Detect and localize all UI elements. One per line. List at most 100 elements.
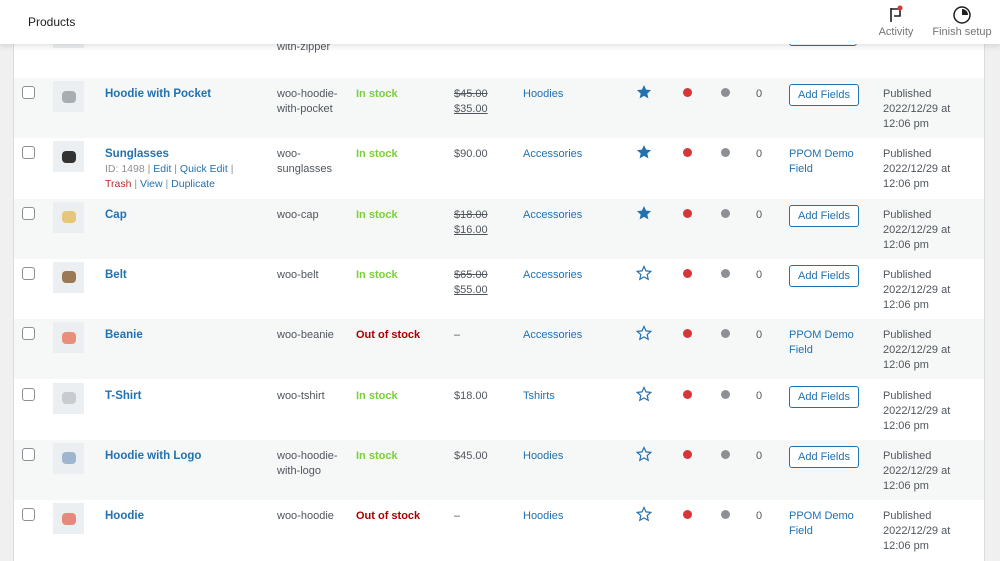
stock-status: Out of stock: [356, 329, 421, 342]
featured-star-icon[interactable]: [636, 445, 652, 462]
category-link[interactable]: Accessories: [523, 148, 583, 161]
featured-star-icon[interactable]: [636, 325, 652, 341]
add-fields-button[interactable]: Add Fields: [789, 445, 859, 468]
product-name-link[interactable]: Hoodie: [105, 509, 144, 524]
product-thumbnail[interactable]: [53, 322, 84, 354]
product-name[interactable]: Belt: [105, 268, 127, 281]
category-link[interactable]: Hoodies: [523, 88, 564, 100]
product-thumbnail[interactable]: [53, 81, 84, 112]
row-checkbox[interactable]: [22, 508, 35, 522]
gray-status-dot-icon: [721, 389, 730, 399]
add-fields-button[interactable]: Add Fields: [789, 385, 859, 408]
stock-status: Out of stock: [356, 510, 421, 523]
date: 2022/12/29 at: [883, 525, 951, 538]
time: 12:06 pm: [883, 298, 929, 311]
stock-status: In stock: [356, 449, 398, 462]
status: Published: [883, 449, 932, 462]
featured-star-icon[interactable]: [636, 205, 652, 221]
product-thumbnail[interactable]: [53, 442, 84, 474]
category-link[interactable]: Accessories: [523, 268, 583, 281]
red-status-dot-icon: [683, 329, 692, 339]
red-status-dot-icon: [683, 88, 692, 97]
product-name-link[interactable]: Belt: [105, 268, 127, 283]
duplicate-link[interactable]: Duplicate: [171, 178, 215, 191]
product-thumbnail[interactable]: [53, 382, 84, 414]
trash-link[interactable]: Trash: [105, 178, 132, 191]
ppom-field-link[interactable]: PPOM Demo Field: [789, 510, 854, 538]
featured-star-icon[interactable]: [636, 385, 652, 402]
category-link[interactable]: Hoodies: [523, 510, 564, 523]
date: 2022/12/29 at: [883, 404, 951, 417]
product-name-link[interactable]: Hoodie with Pocket: [105, 87, 211, 102]
product-thumbnail[interactable]: [53, 141, 84, 173]
sku: woo-belt: [277, 268, 319, 281]
product-name[interactable]: Beanie: [105, 329, 143, 342]
gray-status-dot-icon: [721, 268, 730, 278]
product-thumbnail[interactable]: [53, 201, 84, 233]
regular-price: $65.00: [454, 268, 488, 281]
category-link[interactable]: Accessories: [523, 208, 583, 221]
status: Published: [883, 88, 932, 100]
product-name-link[interactable]: T-Shirt: [105, 389, 141, 404]
category-link[interactable]: Tshirts: [523, 389, 555, 402]
product-name[interactable]: Hoodie: [105, 510, 144, 523]
product-name[interactable]: Hoodie with Logo: [105, 449, 202, 462]
count: 0: [756, 268, 763, 281]
table-row: Hoodie with Logo woo-hoodie-with-logo In…: [14, 439, 984, 500]
price-cell: $18.00 $16.00: [454, 208, 488, 238]
price: $90.00: [454, 148, 488, 161]
row-checkbox[interactable]: [22, 206, 35, 220]
category-link[interactable]: Accessories: [523, 329, 583, 342]
red-status-dot-icon: [683, 208, 692, 218]
price: –: [454, 329, 461, 342]
row-checkbox[interactable]: [22, 86, 35, 99]
product-name[interactable]: Sunglasses: [105, 148, 169, 161]
count: 0: [756, 148, 763, 161]
product-name-link[interactable]: Beanie: [105, 328, 143, 343]
red-status-dot-icon: [683, 449, 692, 459]
product-name-link[interactable]: Hoodie with Logo: [105, 449, 201, 464]
ppom-field-link[interactable]: PPOM Demo Field: [789, 329, 854, 357]
row-checkbox[interactable]: [22, 266, 35, 280]
publish-date: Published 2022/12/29 at 12:06 pm: [883, 268, 963, 313]
product-name[interactable]: T-Shirt: [105, 389, 142, 402]
add-fields-button[interactable]: Add Fields: [789, 264, 859, 287]
flag-icon: [890, 5, 903, 22]
activity-button[interactable]: Activity: [876, 5, 916, 38]
ppom-field-link[interactable]: PPOM Demo Field: [789, 148, 854, 176]
sku: woo-hoodie-with-pocket: [277, 88, 338, 115]
time: 12:06 pm: [883, 238, 929, 251]
finish-setup-button[interactable]: Finish setup: [930, 5, 994, 38]
table-row: Cap woo-cap In stock $18.00 $16.00 Access…: [14, 198, 984, 259]
add-fields-button[interactable]: Add Fields: [789, 204, 859, 227]
featured-star-icon[interactable]: [636, 84, 652, 100]
date: 2022/12/29 at: [883, 103, 951, 115]
table-row: Beanie woo-beanie Out of stock – Accesso…: [14, 319, 984, 380]
product-thumbnail[interactable]: [53, 261, 84, 293]
featured-star-icon[interactable]: [636, 144, 652, 160]
product-id: ID: 1498: [105, 163, 145, 176]
status: Published: [883, 208, 932, 221]
category-link[interactable]: Hoodies: [523, 449, 564, 462]
product-name-link[interactable]: Sunglasses ID: 1498 | Edit | Quick Edit |…: [105, 147, 233, 192]
product-name[interactable]: Cap: [105, 208, 127, 221]
product-name[interactable]: Hoodie with Pocket: [105, 88, 212, 100]
sale-price: $16.00: [454, 223, 488, 236]
edit-link[interactable]: Edit: [153, 163, 172, 176]
row-checkbox[interactable]: [22, 447, 35, 461]
row-checkbox[interactable]: [22, 327, 35, 341]
row-checkbox[interactable]: [22, 387, 35, 401]
product-thumbnail[interactable]: [53, 503, 84, 535]
product-name-link[interactable]: Cap: [105, 208, 127, 223]
quick-edit-link[interactable]: Quick Edit: [179, 163, 228, 176]
stock-status: In stock: [356, 389, 398, 402]
row-checkbox[interactable]: [22, 146, 35, 160]
featured-star-icon[interactable]: [636, 506, 652, 522]
price-cell: –: [454, 328, 460, 343]
scrollbar[interactable]: [985, 44, 1000, 561]
status: Published: [883, 148, 932, 161]
sku: woo-beanie: [277, 329, 334, 342]
featured-star-icon[interactable]: [636, 264, 652, 281]
add-fields-button[interactable]: Add Fields: [789, 84, 859, 106]
view-link[interactable]: View: [140, 178, 163, 191]
